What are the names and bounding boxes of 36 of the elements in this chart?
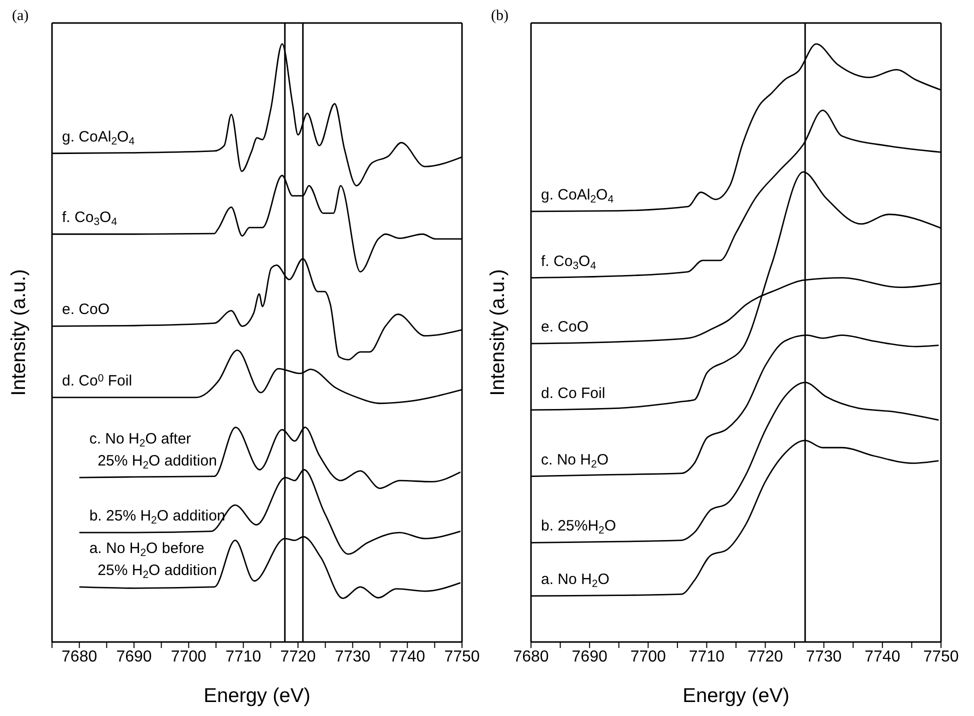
series-label: e. CoO [541,318,589,336]
series-label: c. No H$_{2}$O [541,451,609,470]
x-tick-label: 7750 [444,648,480,666]
x-tick-label: 7700 [630,648,666,666]
series-label: b. 25% H$_{2}$O addition [89,508,226,526]
series-label: e. CoO [62,301,110,318]
x-tick-label: 7720 [747,648,784,666]
series-label: b. 25%H$_{2}$O [541,518,616,536]
series-label: g. CoAl$_{2}$O$_{4}$ [541,186,614,206]
x-tick-label: 7740 [864,648,900,666]
x-tick-label: 7690 [116,648,152,666]
series-label: c. No H$_{2}$O after 25% H$_{2}$O addition [89,430,217,472]
x-tick-label: 7720 [280,648,316,666]
series-label: g. CoAl$_{2}$O$_{4}$ [62,128,135,148]
y-axis-title: Intensity (a.u.) [8,269,30,396]
x-tick-label: 7740 [390,648,426,666]
x-tick-label: 7700 [170,648,207,666]
x-tick-label: 7710 [688,648,725,666]
x-axis-title: Energy (eV) [682,685,790,707]
series-label: a. No H$_{2}$O [541,570,610,590]
chart-title: (b) [491,8,508,25]
series-label: a. No H$_{2}$O before 25% H$_{2}$O addition [89,540,217,581]
x-axis-title: Energy (eV) [204,685,310,707]
x-tick-label: 7680 [62,648,98,666]
x-tick-label: 7710 [226,648,262,666]
y-axis-title: Intensity (a.u.) [487,269,510,396]
x-tick-label: 7750 [923,648,959,666]
x-tick-label: 7730 [334,648,371,666]
series-label: d. Co$^{0}$ Foil [62,372,132,390]
x-tick-label: 7690 [572,648,608,666]
series-label: d. Co Foil [541,384,606,402]
x-tick-label: 7730 [806,648,842,666]
series-label: f. Co$_{3}$O$_{4}$ [62,209,118,228]
series-label: f. Co$_{3}$O$_{4}$ [541,252,596,272]
chart-title: (a) [12,8,29,25]
x-tick-label: 7680 [513,648,549,666]
